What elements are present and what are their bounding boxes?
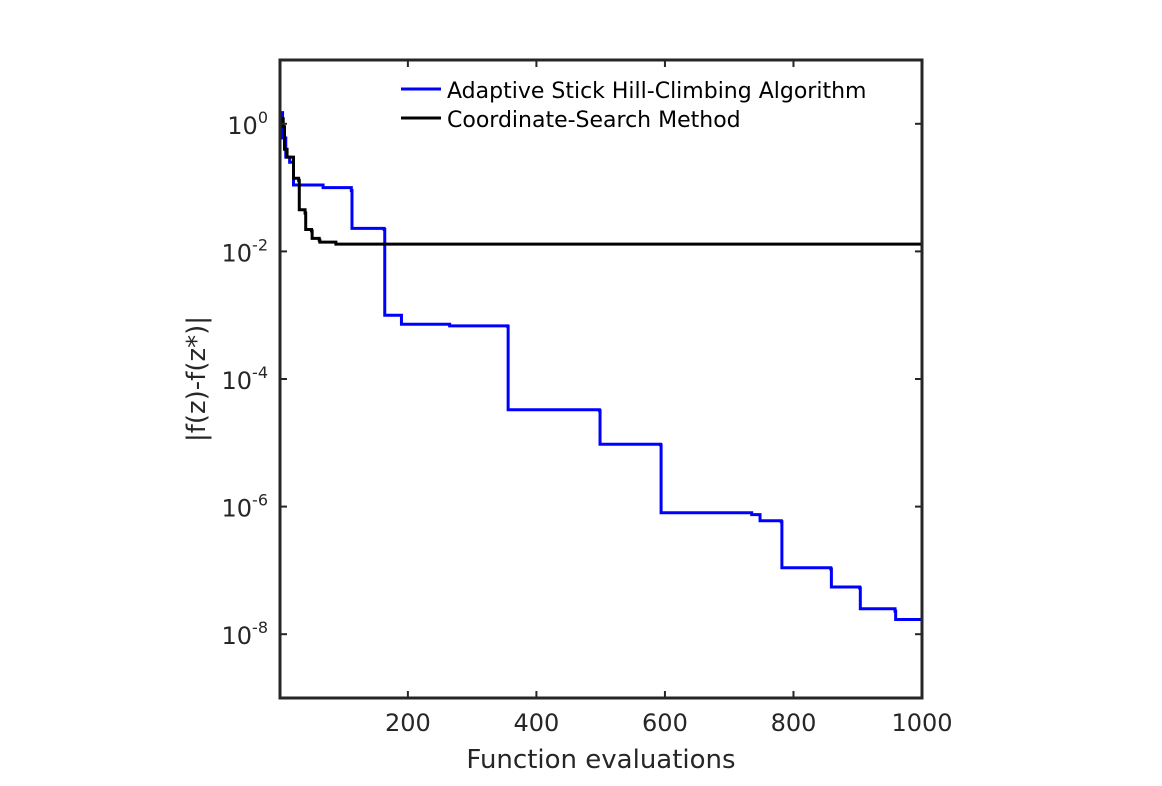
x-tick-label: 600 (642, 709, 688, 737)
x-tick-label: 1000 (891, 709, 952, 737)
y-tick-label: 10-2 (222, 235, 269, 267)
y-tick-label: 10-6 (222, 491, 269, 523)
x-axis-label: Function evaluations (466, 745, 735, 775)
legend: Adaptive Stick Hill-Climbing Algorithm Co… (401, 79, 866, 133)
legend-label-2: Coordinate-Search Method (447, 108, 741, 133)
y-tick-label: 10-4 (222, 363, 269, 395)
y-tick-label: 100 (227, 108, 268, 140)
x-tick-label: 800 (771, 709, 817, 737)
plot-background (280, 60, 922, 698)
series-line-2 (280, 117, 922, 246)
series-layer (280, 111, 922, 621)
series-line-1 (280, 111, 922, 621)
x-tick-label: 400 (514, 709, 560, 737)
ticks-layer (280, 60, 923, 698)
legend-label-1: Adaptive Stick Hill-Climbing Algorithm (447, 79, 866, 104)
plot-area (278, 58, 924, 700)
y-axis-label: |f(z)-f(z*)| (182, 316, 212, 442)
y-tick-label: 10-8 (222, 618, 269, 650)
x-tick-label: 200 (385, 709, 431, 737)
